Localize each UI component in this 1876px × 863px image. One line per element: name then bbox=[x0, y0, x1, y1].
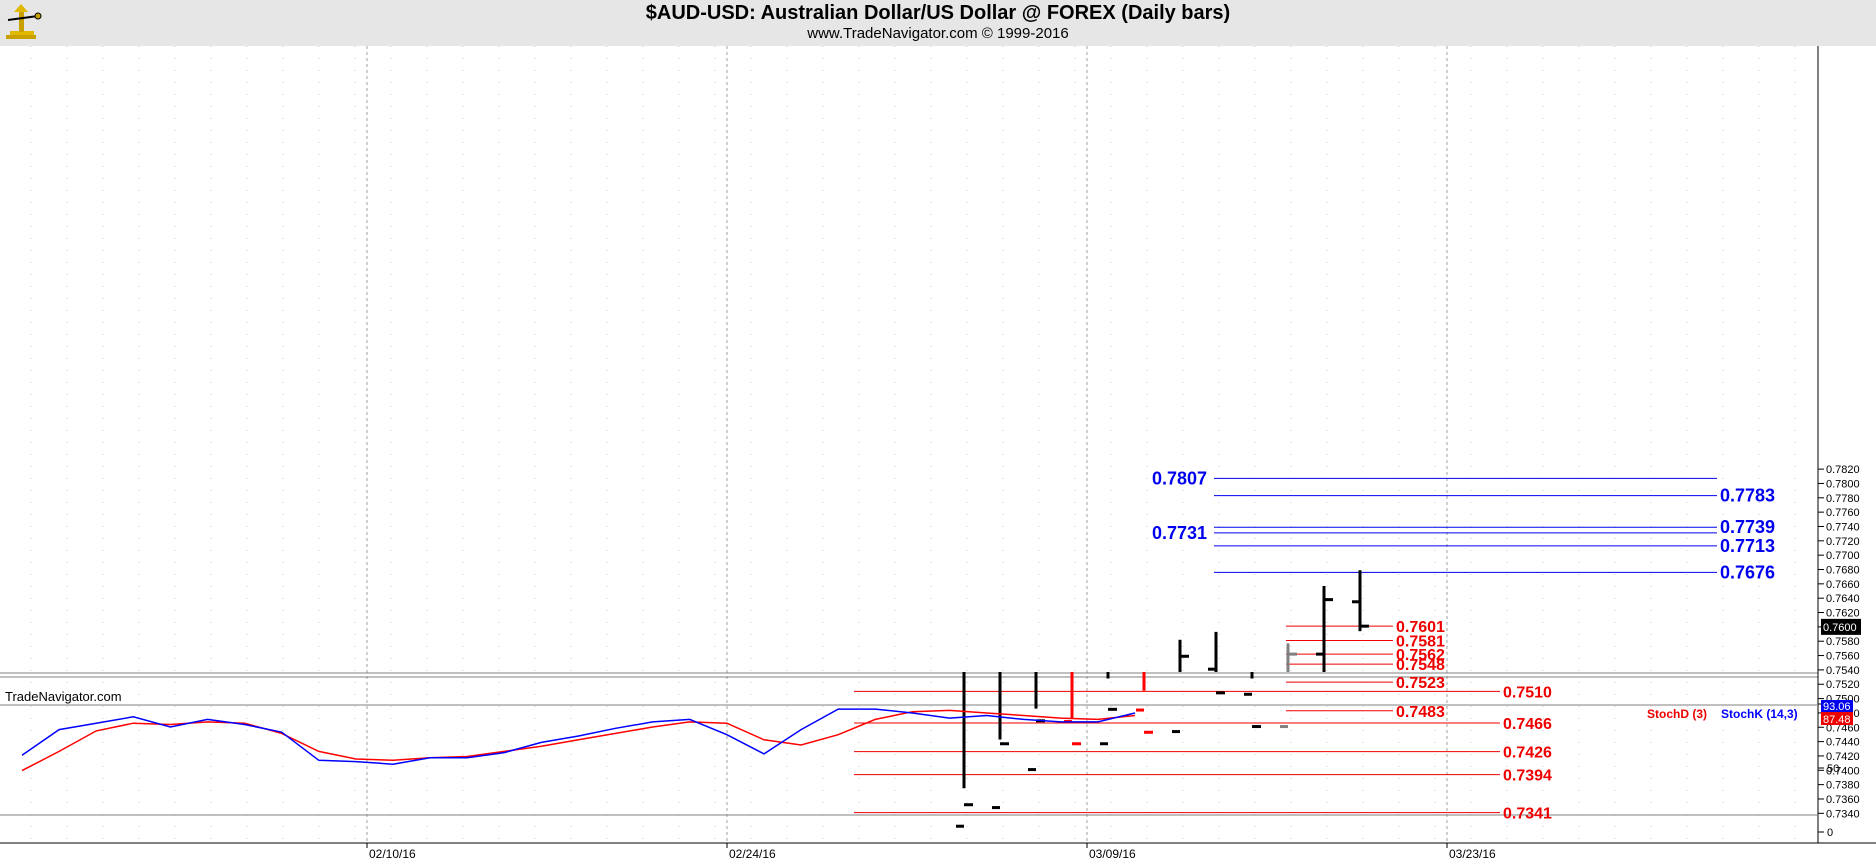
y-tick-label: 0.7700 bbox=[1826, 550, 1860, 562]
stoch-d-last-box bbox=[1821, 712, 1853, 725]
y-tick-label: 0.7640 bbox=[1826, 593, 1860, 605]
y-tick-label: 0.7760 bbox=[1826, 507, 1860, 519]
watermark-label: TradeNavigator.com bbox=[5, 689, 122, 704]
y-tick-label: 0.7560 bbox=[1826, 651, 1860, 663]
y-tick-label: 0.7800 bbox=[1826, 478, 1860, 490]
stoch-tick-label: 50 bbox=[1827, 763, 1839, 775]
price-bars-layer bbox=[956, 570, 1369, 828]
resistance-label: 0.7731 bbox=[1152, 523, 1207, 543]
x-tick-label: 02/10/16 bbox=[369, 847, 416, 861]
panel-frames bbox=[0, 46, 1876, 844]
chart-title: $AUD-USD: Australian Dollar/US Dollar @ … bbox=[645, 2, 1231, 24]
y-tick-label: 0.7820 bbox=[1826, 464, 1860, 476]
y-tick-label: 0.7680 bbox=[1826, 565, 1860, 577]
resistance-label: 0.7739 bbox=[1720, 517, 1775, 537]
stoch-line-k bbox=[21, 708, 1136, 765]
support-label: 0.7483 bbox=[1396, 704, 1445, 721]
y-tick-label: 0.7520 bbox=[1826, 679, 1860, 691]
y-tick-label: 0.7620 bbox=[1826, 608, 1860, 620]
chart-subtitle: www.TradeNavigator.com © 1999-2016 bbox=[807, 25, 1069, 42]
y-tick-label: 0.7780 bbox=[1826, 493, 1860, 505]
x-tick-label: 02/24/16 bbox=[729, 847, 776, 861]
last-price-label: 0.7600 bbox=[1823, 622, 1857, 634]
stoch-k-last-box bbox=[1821, 700, 1853, 712]
y-tick-label: 0.7460 bbox=[1826, 722, 1860, 734]
y-tick-label: 0.7440 bbox=[1826, 737, 1860, 749]
stoch-d-last-value: 87.48 bbox=[1823, 714, 1851, 726]
y-tick-label: 0.7660 bbox=[1826, 579, 1860, 591]
chart-header: $AUD-USD: Australian Dollar/US Dollar @ … bbox=[0, 0, 1876, 46]
y-tick-label: 0.7720 bbox=[1826, 536, 1860, 548]
y-tick-label: 0.7420 bbox=[1826, 751, 1860, 763]
y-tick-label: 0.7380 bbox=[1826, 780, 1860, 792]
support-label: 0.7466 bbox=[1503, 716, 1552, 733]
stoch-k-last-value: 93.06 bbox=[1823, 701, 1851, 713]
support-label: 0.7426 bbox=[1503, 745, 1552, 762]
last-price-box bbox=[1821, 618, 1861, 635]
x-tick-label: 03/09/16 bbox=[1089, 847, 1136, 861]
y-tick-label: 0.7400 bbox=[1826, 765, 1860, 777]
price-levels-layer: 0.7807 0.7783 0.7739 0.7731 0.7713 0.7676 0.76… bbox=[854, 468, 1775, 823]
x-tick-label: 03/23/16 bbox=[1449, 847, 1496, 861]
y-tick-label: 0.7580 bbox=[1826, 636, 1860, 648]
support-label: 0.7601 bbox=[1396, 619, 1445, 636]
x-axis: 02/10/16 02/24/16 03/09/16 03/23/16 bbox=[366, 843, 1496, 861]
support-label: 0.7394 bbox=[1503, 768, 1552, 785]
stoch-line-d bbox=[21, 709, 1136, 772]
support-label: 0.7562 bbox=[1396, 647, 1445, 664]
resistance-label: 0.7783 bbox=[1720, 486, 1775, 506]
resistance-label: 0.7807 bbox=[1152, 468, 1207, 488]
resistance-label: 0.7676 bbox=[1720, 562, 1775, 582]
grid-layer bbox=[30, 46, 1796, 843]
stoch-tick-label: 0 bbox=[1827, 827, 1833, 839]
y-tick-label: 0.7360 bbox=[1826, 794, 1860, 806]
legend-stoch-d: StochD (3) bbox=[1647, 707, 1707, 721]
y-axis: 0.7340 0.7360 0.7380 0.7400 0.7420 0.7440 0.74… bbox=[1818, 464, 1861, 839]
support-label: 0.7523 bbox=[1396, 675, 1445, 692]
legend-stoch-k: StochK (14,3) bbox=[1721, 707, 1798, 721]
stochastic-layer bbox=[21, 708, 1136, 772]
y-tick-label: 0.7740 bbox=[1826, 521, 1860, 533]
support-label: 0.7548 bbox=[1396, 657, 1445, 674]
y-tick-label: 0.7340 bbox=[1826, 808, 1860, 820]
resistance-label: 0.7713 bbox=[1720, 536, 1775, 556]
support-label: 0.7341 bbox=[1503, 806, 1552, 823]
y-tick-label: 0.7540 bbox=[1826, 665, 1860, 677]
support-label: 0.7510 bbox=[1503, 684, 1552, 701]
trade-navigator-logo-icon bbox=[6, 4, 42, 39]
support-label: 0.7581 bbox=[1396, 633, 1445, 650]
